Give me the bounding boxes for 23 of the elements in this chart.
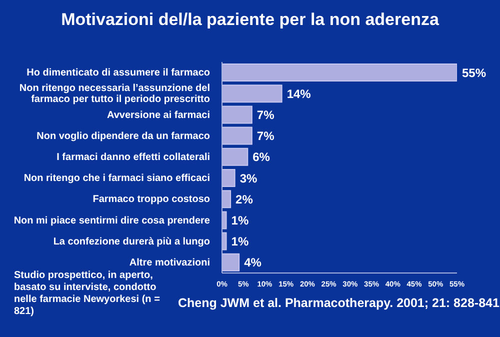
y-tick-label: Ho dimenticato di assumere il farmaco <box>26 67 210 78</box>
data-label: 55% <box>462 66 486 80</box>
y-tick-label: Non ritengo che i farmaci siano efficaci <box>24 172 210 184</box>
data-label: 1% <box>231 234 249 249</box>
text: Cheng JWM et al. Pharmacotherapy. 2001; 21: 828-841 <box>178 296 500 310</box>
text: Studio prospettico, in aperto, basato su interviste, condotto nelle farmacie Newyorkesi (n = 821) <box>14 270 161 318</box>
chart-title: Motivazioni del/la paziente per la non aderenza <box>60 10 440 30</box>
y-tick-label: La confezione durerà più a lungo <box>53 236 210 247</box>
y-tick-label: Non mi piace sentirmi dire cosa prendere <box>14 214 210 226</box>
y-tick-label: I farmaci danno effetti collaterali <box>56 151 210 162</box>
data-label: 6% <box>252 150 270 164</box>
y-tick-label: Avversione ai farmaci <box>106 109 210 120</box>
y-tick-label: Altre motivazioni <box>129 256 210 268</box>
data-label: 3% <box>240 171 258 186</box>
data-label: 1% <box>231 213 249 228</box>
y-tick-label: Farmaco troppo costoso <box>92 194 210 205</box>
y-tick-label: Non voglio dipendere da un farmaco <box>36 130 210 142</box>
data-label: 2% <box>236 192 254 206</box>
data-label: 4% <box>244 256 262 270</box>
data-label: 7% <box>256 108 275 122</box>
data-label: 7% <box>256 129 275 144</box>
y-tick-label: Non ritengo necessaria l’assunzione del farmaco per tutto il periodo prescritto <box>19 82 210 105</box>
data-label: 14% <box>286 86 312 101</box>
